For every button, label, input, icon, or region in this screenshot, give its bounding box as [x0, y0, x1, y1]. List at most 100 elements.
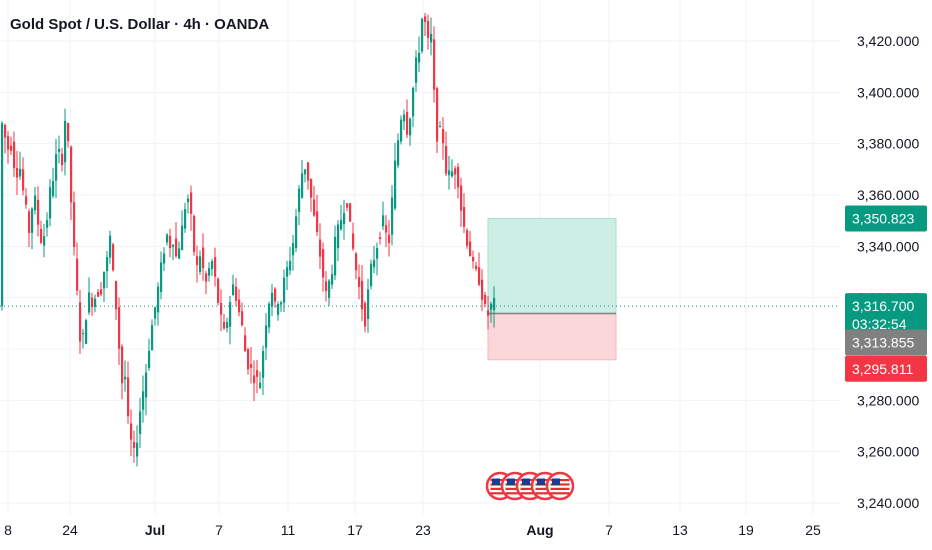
x-tick-label: 13 — [672, 522, 688, 538]
candle-body — [271, 292, 274, 307]
entry-price-label-bg — [845, 329, 927, 356]
candle-body — [247, 349, 250, 370]
time-axis[interactable]: 8 24 Jul 7 11 17 23 Aug 7 13 19 25 — [4, 522, 821, 538]
candle-body — [292, 243, 295, 256]
flag-canton — [537, 478, 545, 485]
candle-body — [154, 307, 157, 319]
candle-body — [73, 202, 76, 248]
candle-body — [82, 333, 85, 335]
candle-body — [361, 280, 364, 310]
candle-body — [169, 235, 172, 249]
current-price-label-text: 3,316.700 — [852, 298, 914, 314]
price-labels: 3,350.823 3,316.700 03:32:54 3,313.855 3,295… — [845, 205, 927, 382]
y-tick-label: 3,340.000 — [857, 238, 919, 254]
candle-body — [316, 211, 319, 232]
candle-body — [121, 346, 124, 384]
candle-body — [325, 281, 328, 291]
candle-body — [259, 382, 262, 389]
candle-body — [343, 213, 346, 225]
candle-body — [370, 263, 373, 287]
event-icons[interactable] — [485, 471, 575, 501]
candle-body — [379, 237, 382, 240]
candle-body — [301, 173, 304, 198]
candle-body — [97, 291, 100, 297]
candle-body — [145, 372, 148, 398]
candle-body — [442, 128, 445, 144]
candle-body — [67, 122, 70, 142]
candle-body — [364, 303, 367, 327]
position-tool[interactable] — [487, 218, 617, 361]
stop-loss-label: 3,295.811 — [845, 355, 927, 382]
candle-body — [430, 33, 433, 43]
candle-body — [454, 168, 457, 175]
candle-body — [487, 310, 490, 316]
candle-body — [412, 87, 415, 117]
x-tick-label: Jul — [145, 522, 165, 538]
candle-body — [220, 302, 223, 315]
entry-price-label-text: 3,313.855 — [852, 334, 914, 350]
candle-body — [241, 311, 244, 326]
candle-body — [25, 196, 28, 205]
flag-stripe — [490, 487, 510, 490]
flag-canton — [552, 478, 560, 485]
candle-body — [178, 248, 181, 259]
price-axis[interactable]: 3,240.0003,260.0003,280.0003,300.0003,32… — [857, 33, 919, 511]
candle-body — [1, 123, 4, 307]
candle-body — [118, 307, 121, 349]
candle-body — [226, 322, 229, 329]
candle-body — [202, 247, 205, 269]
candle-body — [100, 289, 103, 295]
candle-body — [88, 292, 91, 313]
candle-body — [211, 261, 214, 269]
flag-stripe — [505, 487, 525, 490]
flag-stripe — [490, 492, 510, 495]
candle-body — [421, 18, 424, 52]
stop-loss-label-bg — [845, 355, 927, 382]
candle-body — [7, 136, 10, 150]
candle-body — [160, 262, 163, 293]
candle-body — [250, 364, 253, 368]
grid-lines — [0, 0, 840, 515]
candle-body — [418, 52, 421, 63]
candle-body — [352, 233, 355, 249]
candle-body — [394, 160, 397, 209]
candle-body — [307, 162, 310, 181]
candle-body — [181, 225, 184, 250]
candle-body — [190, 192, 193, 214]
candle-body — [49, 187, 52, 219]
candle-body — [229, 302, 232, 327]
stop-loss-label-text: 3,295.811 — [852, 361, 913, 377]
candle-body — [127, 377, 130, 417]
candle-body — [79, 302, 82, 342]
candle-body — [10, 145, 13, 151]
candle-body — [280, 302, 283, 305]
flag-stripe — [550, 492, 570, 495]
candle-body — [124, 376, 127, 380]
candle-body — [148, 350, 151, 368]
candle-body — [409, 118, 412, 136]
candle-body — [436, 88, 439, 142]
candle-body — [493, 297, 496, 311]
candle-body — [424, 16, 427, 22]
current-price-label: 3,316.700 03:32:54 — [845, 293, 927, 338]
candle-body — [40, 228, 43, 243]
candle-body — [346, 203, 349, 208]
y-tick-label: 3,260.000 — [857, 444, 919, 460]
candle-body — [196, 256, 199, 266]
candle-body — [391, 197, 394, 235]
flag-stripe — [520, 492, 540, 495]
candle-body — [457, 166, 460, 188]
candle-body — [490, 303, 493, 310]
candle-body — [286, 267, 289, 277]
chart-title: Gold Spot / U.S. Dollar · 4h · OANDA — [10, 16, 270, 33]
candle-body — [472, 256, 475, 262]
candle-body — [238, 299, 241, 313]
candle-body — [274, 288, 277, 302]
flag-stripe — [550, 487, 570, 490]
us-flag-icon — [545, 471, 575, 501]
x-tick-label: 8 — [4, 522, 12, 538]
candle-body — [451, 171, 454, 177]
candle-body — [289, 260, 292, 271]
candle-body — [295, 216, 298, 249]
